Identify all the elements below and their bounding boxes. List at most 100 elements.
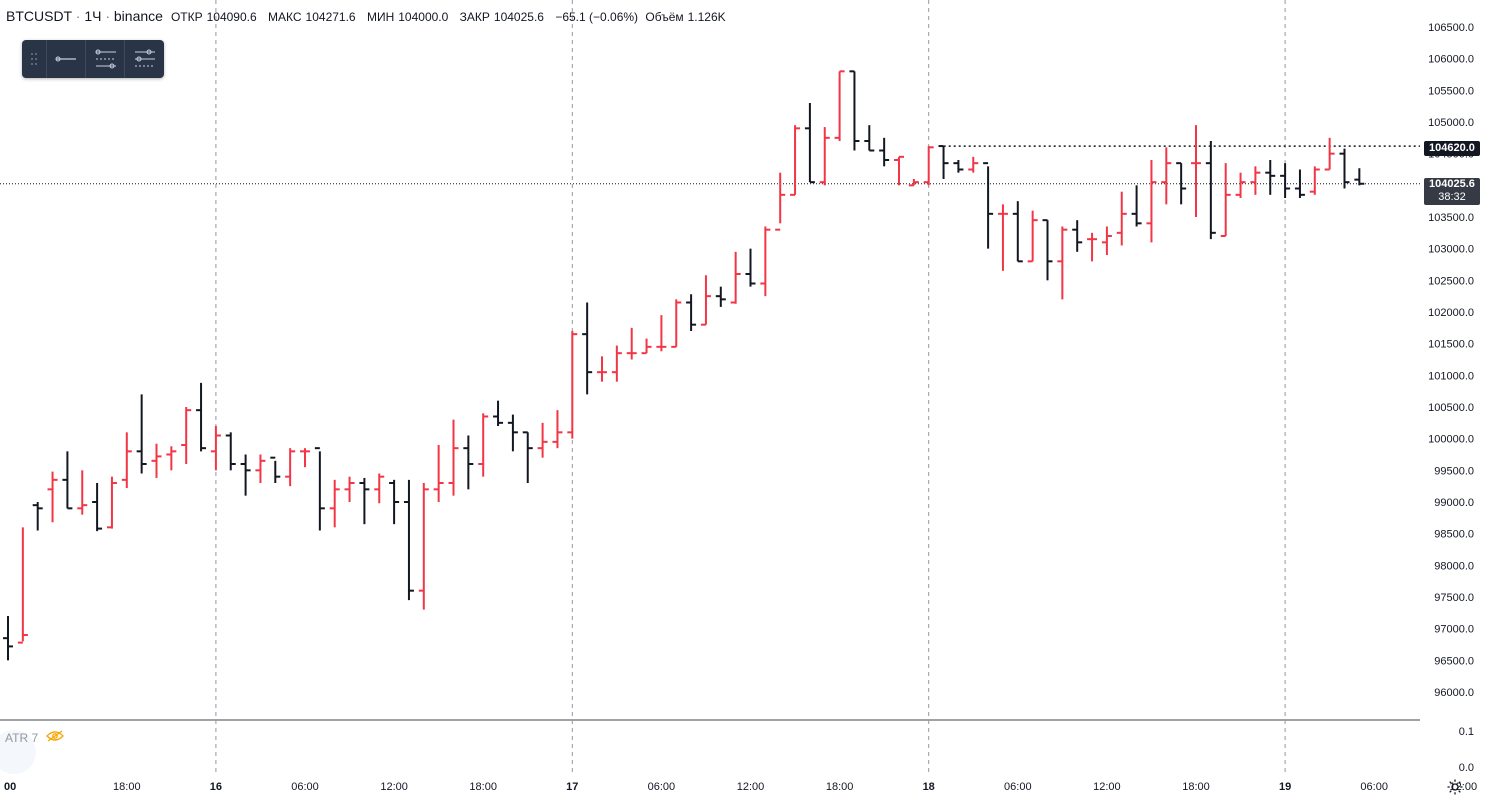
gear-icon[interactable] <box>1446 778 1464 796</box>
ohlc-bar <box>1176 162 1187 205</box>
ohlc-bar <box>1354 168 1365 186</box>
ohlc-bar <box>181 407 192 464</box>
ohlc-bar <box>62 451 73 510</box>
high-value: 104271.6 <box>305 10 356 24</box>
ohlc-bar <box>1116 191 1127 246</box>
ohlc-bar <box>240 454 251 496</box>
bar-countdown: 38:32 <box>1438 191 1466 203</box>
time-axis-label: 06:00 <box>1360 781 1388 793</box>
ohlc-bar <box>626 327 637 360</box>
ohlc-bar <box>92 483 103 532</box>
ohlc-bar <box>983 162 994 249</box>
ohlc-bar <box>418 483 429 610</box>
ohlc-bar <box>864 125 875 152</box>
ohlc-bar <box>1161 147 1172 205</box>
ohlc-bar <box>849 70 860 151</box>
ohlc-bar <box>923 146 934 186</box>
time-axis-label: 18:00 <box>469 781 497 793</box>
time-axis-label: 12:00 <box>380 781 408 793</box>
ohlc-bar <box>1265 160 1276 195</box>
indicator-axis-label: 0.1 <box>1459 726 1474 738</box>
ohlc-bar <box>1250 166 1261 195</box>
price-axis-label: 102000.0 <box>1428 307 1474 319</box>
ohlc-bar <box>997 204 1008 271</box>
ohlc-bar <box>1146 160 1157 243</box>
fib-extension-icon[interactable] <box>124 40 163 78</box>
ohlc-bar <box>641 338 652 355</box>
eye-hidden-icon[interactable] <box>46 730 65 745</box>
ohlc-bar <box>507 414 518 452</box>
price-axis-label: 101000.0 <box>1428 370 1474 382</box>
close-label: ЗАКР <box>459 10 490 24</box>
exchange-label: binance <box>113 8 163 24</box>
ohlc-bar <box>597 356 607 382</box>
ohlc-bar <box>196 382 207 452</box>
ohlc-bar <box>32 502 43 531</box>
time-axis-label: 12:00 <box>1093 781 1121 793</box>
time-axis-label: 06:00 <box>1004 781 1032 793</box>
ohlc-bar <box>745 248 756 287</box>
ohlc-bar <box>344 476 355 502</box>
ohlc-bar <box>225 432 236 471</box>
time-axis-label: 17 <box>566 781 578 793</box>
price-axis-label: 106500.0 <box>1428 22 1474 34</box>
time-axis-label: 12:00 <box>737 781 765 793</box>
ohlc-bar <box>433 445 444 502</box>
ohlc-bar <box>403 479 414 601</box>
price-axis-label: 100500.0 <box>1428 402 1474 414</box>
ohlc-bar <box>686 294 697 331</box>
ohlc-bar <box>1042 219 1053 281</box>
ohlc-bar <box>894 155 904 186</box>
price-axis-label: 96500.0 <box>1434 655 1474 667</box>
grip-icon[interactable] <box>22 40 46 78</box>
ohlc-bar <box>1072 220 1083 252</box>
drawing-floating-toolbar <box>22 40 164 78</box>
price-axis-label: 100000.0 <box>1428 434 1474 446</box>
ohlc-bar <box>1205 141 1216 240</box>
price-axis-label: 99500.0 <box>1434 465 1474 477</box>
indicator-axis-label: 0.0 <box>1459 762 1474 774</box>
ohlc-bar <box>834 70 845 141</box>
last-price-value: 104025.6 <box>1429 178 1475 190</box>
ohlc-bar <box>478 413 489 477</box>
ohlc-bar <box>1220 163 1231 237</box>
fib-levels-icon[interactable] <box>85 40 124 78</box>
atr-indicator-label[interactable]: ATR 7 <box>5 730 65 745</box>
ohlc-bar <box>938 145 949 179</box>
ohlc-bar <box>270 456 281 483</box>
close-value: 104025.6 <box>493 10 544 24</box>
price-axis-label: 103500.0 <box>1428 212 1474 224</box>
ohlc-values: ОТКР 104090.6 МАКС 104271.6 МИН 104000.0 ЗА… <box>171 10 734 24</box>
ohlc-bar <box>879 137 890 167</box>
time-axis-label: 00 <box>4 781 16 793</box>
high-line-price-tag: 104620.0 <box>1424 141 1480 156</box>
ohlc-bar <box>1191 125 1201 217</box>
ohlc-bar <box>389 479 400 525</box>
ohlc-bar <box>775 172 786 231</box>
change-value: −65.1 (−0.06%) <box>555 10 639 24</box>
price-axis-label: 97000.0 <box>1434 624 1474 636</box>
time-axis-label: 18:00 <box>113 781 141 793</box>
symbol-title[interactable]: BTCUSDT · 1Ч · binance <box>6 8 163 24</box>
volume-value: 1.126K <box>687 10 726 24</box>
price-axis-label: 99000.0 <box>1434 497 1474 509</box>
pane-shadow <box>0 730 36 774</box>
ohlc-bar <box>136 394 147 474</box>
ohlc-bar <box>671 299 682 348</box>
horizontal-line-icon[interactable] <box>46 40 85 78</box>
ohlc-bar <box>715 286 726 307</box>
ohlc-bar <box>374 473 385 504</box>
ohlc-bar <box>1087 232 1098 262</box>
ohlc-bar <box>537 422 548 458</box>
ohlc-bar <box>582 302 593 395</box>
ohlc-bar <box>1012 201 1023 263</box>
ohlc-bar <box>1057 226 1068 300</box>
ohlc-bar <box>567 331 578 439</box>
volume-label: Объём <box>645 10 684 24</box>
time-axis-label: 18:00 <box>1182 781 1210 793</box>
ohlc-bar <box>1309 166 1320 195</box>
ohlc-bar <box>3 616 13 661</box>
price-axis-label: 97500.0 <box>1434 592 1474 604</box>
ohlc-bar <box>17 527 28 644</box>
